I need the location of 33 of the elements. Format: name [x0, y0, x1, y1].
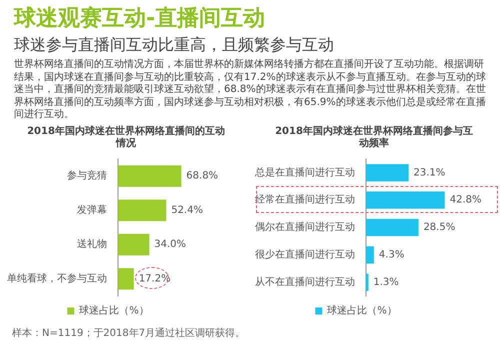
data-label: 28.5%: [423, 222, 456, 233]
data-label: 4.3%: [378, 248, 404, 260]
y-tick-label: 单纯看球，不参与互动: [7, 272, 107, 284]
y-tick-label: 发弹幕: [77, 203, 107, 216]
text: 球迷观赛互动-直播间互动: [14, 6, 266, 32]
legend-label: 球迷占比（%）: [327, 304, 397, 316]
bar: [118, 164, 182, 186]
chart-title: 2018年国内球迷在世界杯网络直播间参与互动频率: [274, 126, 474, 150]
data-label: 17.2%: [138, 272, 171, 284]
data-label: 42.8%: [450, 194, 482, 206]
y-tick-label: 参与竞猜: [67, 169, 107, 182]
data-label: 1.3%: [373, 276, 399, 288]
bar: [366, 190, 445, 208]
data-label: 34.0%: [154, 238, 186, 250]
text: 样本：N=1119；于2018年7月通过社区调研获得。: [12, 328, 246, 340]
bar: [366, 164, 409, 181]
text: 世界杯网络直播间的互动情况方面，本届世界杯的新媒体网络转播方都在直播间开设了互动功能。根据调研结果，国内球迷在直播间参与互动的比重较高，仅有17.2%的球迷表示从不参与直播互动。在参与互动的球迷当中，直播间的竞猜最能吸引球迷互动欲望，68.8%的球迷表示有在直播间参与过世界杯相关竞猜。在世界杯网络直播间的互动频率方面，国内球迷参与互动相对积极，有65.9%的球迷表示他们总是或经常在直播间进行互动。: [14, 59, 487, 122]
data-label: 68.8%: [186, 170, 218, 182]
bar: [366, 218, 418, 236]
legend-label: 球迷占比（%）: [79, 304, 149, 316]
y-tick-label: 送礼物: [77, 238, 107, 250]
data-label: 23.1%: [414, 166, 446, 178]
y-tick-label: 总是在直播间进行互动: [254, 166, 355, 178]
bar: [118, 268, 134, 290]
y-tick-label: 很少在直播间进行互动: [255, 248, 355, 260]
y-tick-label: 偶尔在直播间进行互动: [255, 220, 355, 233]
data-label: 52.4%: [171, 204, 203, 216]
y-tick-label: 从不在直播间进行互动: [255, 275, 355, 288]
bar: [118, 199, 166, 221]
bar: [366, 246, 374, 264]
bar: [118, 233, 150, 255]
text: 球迷参与直播间互动比重高，且频繁参与互动: [14, 34, 335, 56]
chart-title: 2018年国内球迷在世界杯网络直播间的互动情况: [26, 126, 226, 150]
